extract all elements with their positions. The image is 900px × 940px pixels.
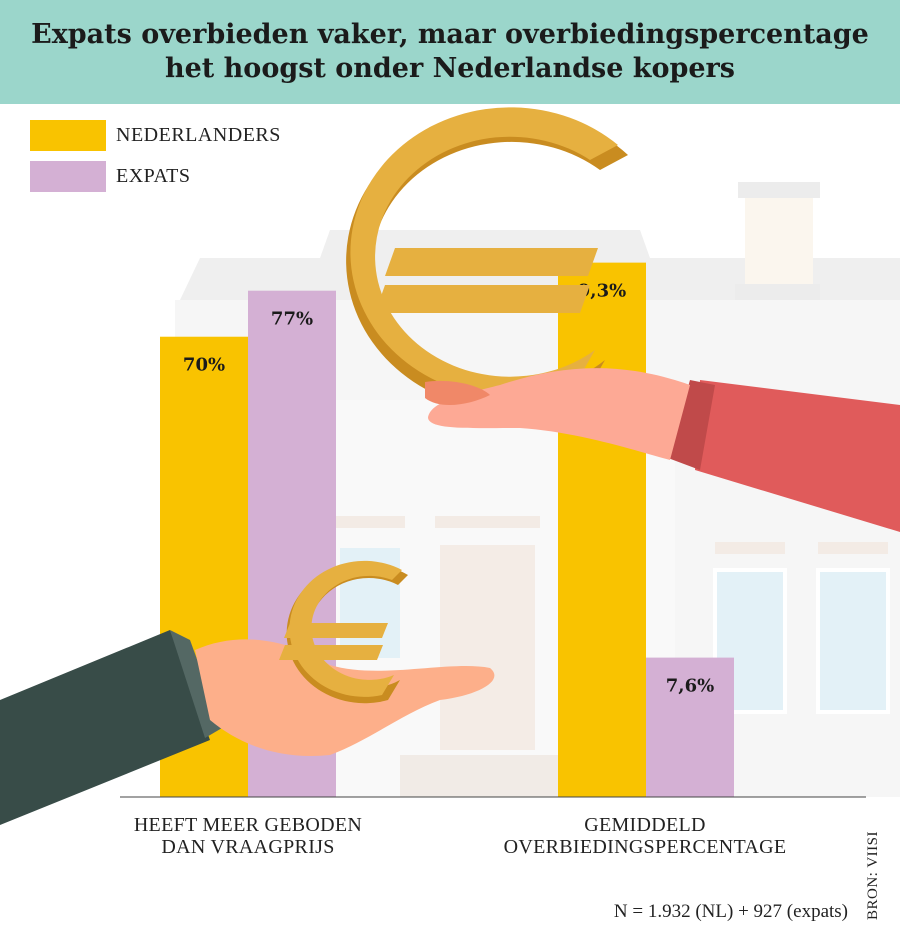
- category-label-line: DAN VRAAGPRIJS: [161, 836, 335, 858]
- legend-item-expats: EXPATS: [30, 161, 191, 192]
- legend-item-nederlanders: NEDERLANDERS: [30, 120, 281, 151]
- data-label: 7,6%: [666, 676, 714, 697]
- category-label-percentage: GEMIDDELD OVERBIEDINGSPERCENTAGE: [475, 814, 815, 858]
- data-label: 70%: [183, 355, 225, 376]
- data-label: 9,3%: [578, 281, 626, 302]
- legend-swatch-expats: [30, 161, 106, 192]
- bar-nederlanders-2: [558, 262, 646, 798]
- euro-icon-large: [346, 107, 628, 411]
- bar-expats-2: [646, 657, 734, 797]
- legend-swatch-nederlanders: [30, 120, 106, 151]
- category-label-line: GEMIDDELD: [584, 814, 706, 836]
- legend-label: EXPATS: [116, 165, 191, 187]
- euro-icon-small: [279, 560, 408, 704]
- category-label-line: OVERBIEDINGSPERCENTAGE: [503, 836, 787, 858]
- data-label: 77%: [271, 309, 313, 330]
- sample-size-note: N = 1.932 (NL) + 927 (expats): [613, 901, 848, 922]
- category-label-overboden: HEEFT MEER GEBODEN DAN VRAAGPRIJS: [98, 814, 398, 858]
- category-label-line: HEEFT MEER GEBODEN: [133, 814, 363, 836]
- legend-label: NEDERLANDERS: [116, 124, 281, 146]
- hand-right-illustration: [425, 368, 900, 532]
- chart-title: Expats overbieden vaker, maar overbiedin…: [31, 19, 869, 84]
- source-label: BRON: VIISI: [865, 831, 881, 920]
- header: Expats overbieden vaker, maar overbiedin…: [0, 0, 900, 104]
